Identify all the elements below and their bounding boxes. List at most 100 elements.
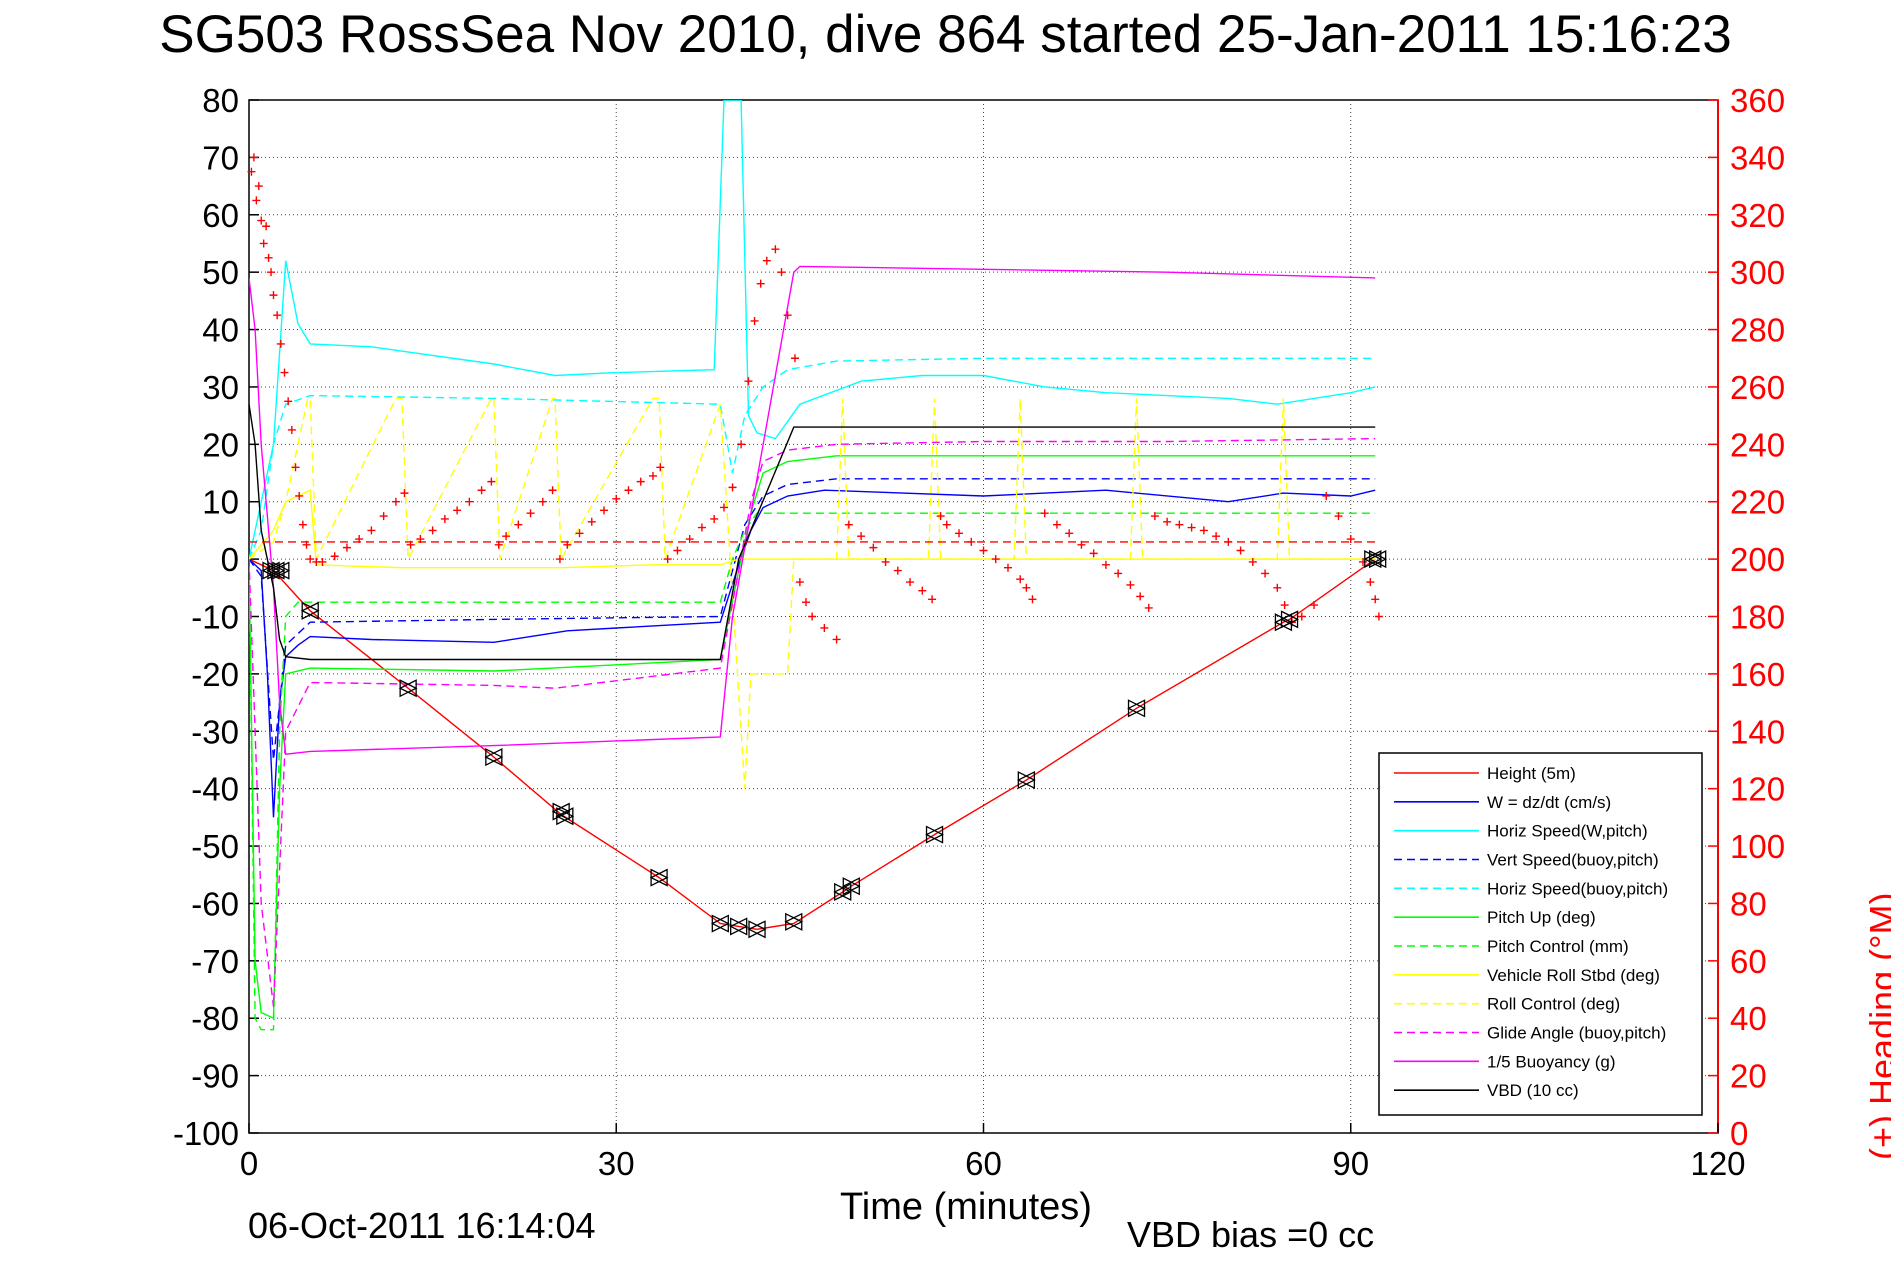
heading-point xyxy=(355,535,364,544)
x-tick-label: 30 xyxy=(598,1145,635,1182)
heading-point xyxy=(514,520,523,529)
triangle-marker xyxy=(710,914,730,933)
y-right-tick-label: 320 xyxy=(1730,197,1785,234)
y-tick-label: -70 xyxy=(191,943,239,980)
triangle-marker xyxy=(1280,610,1299,629)
heading-point xyxy=(400,489,409,498)
heading-point xyxy=(673,546,682,555)
heading-point xyxy=(1273,583,1282,592)
heading-point xyxy=(487,477,496,486)
heading-point xyxy=(612,494,621,503)
triangle-marker xyxy=(551,802,571,821)
y-tick-label: -100 xyxy=(173,1115,239,1152)
axes: 0 30 60 90 120-100-90-80-70-60-50-40-30-20-1… xyxy=(173,82,1785,1182)
heading-point xyxy=(257,216,266,225)
heading-point xyxy=(697,523,706,532)
heading-point xyxy=(391,497,400,506)
heading-point xyxy=(587,517,596,526)
heading-point xyxy=(494,540,503,549)
heading-point xyxy=(1261,569,1270,578)
heading-point xyxy=(1016,575,1025,584)
legend-label: W = dz/dt (cm/s) xyxy=(1487,793,1611,812)
heading-point xyxy=(967,537,976,546)
triangle-marker xyxy=(1016,771,1036,790)
heading-point xyxy=(820,623,829,632)
heading-point xyxy=(555,555,564,564)
legend-label: Glide Angle (buoy,pitch) xyxy=(1487,1024,1666,1043)
heading-point xyxy=(744,377,753,386)
heading-point xyxy=(881,557,890,566)
triangle-marker xyxy=(1127,699,1146,718)
heading-point xyxy=(1065,529,1074,538)
heading-point xyxy=(342,543,351,552)
heading-point xyxy=(756,279,765,288)
heading-point xyxy=(1366,578,1375,587)
heading-point xyxy=(264,253,273,262)
legend-label: Vehicle Roll Stbd (deg) xyxy=(1487,966,1660,985)
heading-point xyxy=(656,463,665,472)
triangle-marker xyxy=(261,561,281,580)
x-tick-label: 120 xyxy=(1690,1145,1745,1182)
heading-point xyxy=(1077,540,1086,549)
heading-point xyxy=(808,612,817,621)
y-right-axis-label: (+) Heading (°M) xyxy=(1862,892,1891,1160)
heading-point xyxy=(750,316,759,325)
heading-point xyxy=(453,506,462,515)
triangle-marker xyxy=(925,825,944,844)
heading-point xyxy=(416,535,425,544)
heading-point xyxy=(291,463,300,472)
series-line-3 xyxy=(249,478,1376,761)
series-line-10 xyxy=(249,265,1376,755)
heading-point xyxy=(869,543,878,552)
triangle-marker xyxy=(784,912,804,931)
heading-point xyxy=(1358,557,1367,566)
y-tick-label: -50 xyxy=(191,828,239,865)
heading-point xyxy=(269,291,278,300)
heading-point xyxy=(1163,517,1172,526)
y-right-tick-label: 300 xyxy=(1730,254,1785,291)
heading-point xyxy=(367,526,376,535)
legend: Height (5m) W = dz/dt (cm/s) Horiz Speed(W… xyxy=(1378,752,1703,1116)
y-right-tick-label: 220 xyxy=(1730,484,1785,521)
heading-point xyxy=(1028,595,1037,604)
heading-point xyxy=(1199,526,1208,535)
series-line-2 xyxy=(249,100,1376,560)
heading-point xyxy=(844,520,853,529)
y-right-tick-label: 100 xyxy=(1730,828,1785,865)
heading-point xyxy=(1144,603,1153,612)
heading-point xyxy=(918,586,927,595)
heading-point xyxy=(600,506,609,515)
heading-point xyxy=(262,222,271,231)
y-right-tick-label: 120 xyxy=(1730,771,1785,808)
y-right-tick-label: 160 xyxy=(1730,656,1785,693)
heading-point xyxy=(710,514,719,523)
heading-point xyxy=(318,557,327,566)
legend-label: Pitch Up (deg) xyxy=(1487,908,1596,927)
heading-point xyxy=(1175,520,1184,529)
triangle-marker xyxy=(1363,550,1383,569)
y-right-tick-label: 260 xyxy=(1730,369,1785,406)
legend-label: Horiz Speed(buoy,pitch) xyxy=(1487,879,1668,898)
heading-point xyxy=(428,526,437,535)
heading-point xyxy=(1187,523,1196,532)
heading-point xyxy=(477,486,486,495)
y-tick-label: 50 xyxy=(202,254,239,291)
heading-point xyxy=(330,552,339,561)
heading-point xyxy=(302,540,311,549)
y-tick-label: -20 xyxy=(191,656,239,693)
heading-point xyxy=(1371,595,1380,604)
triangle-marker xyxy=(300,601,320,620)
y-right-tick-label: 140 xyxy=(1730,713,1785,750)
heading-point xyxy=(1212,532,1221,541)
heading-point xyxy=(893,566,902,575)
x-axis-label: Time (minutes) xyxy=(840,1186,1092,1228)
x-tick-label: 60 xyxy=(965,1145,1002,1182)
heading-point xyxy=(795,578,804,587)
heading-point xyxy=(465,497,474,506)
series-line-0 xyxy=(249,558,1376,931)
heading-point xyxy=(832,635,841,644)
legend-label: Pitch Control (mm) xyxy=(1487,937,1629,956)
heading-point xyxy=(728,483,737,492)
y-right-tick-label: 60 xyxy=(1730,943,1767,980)
